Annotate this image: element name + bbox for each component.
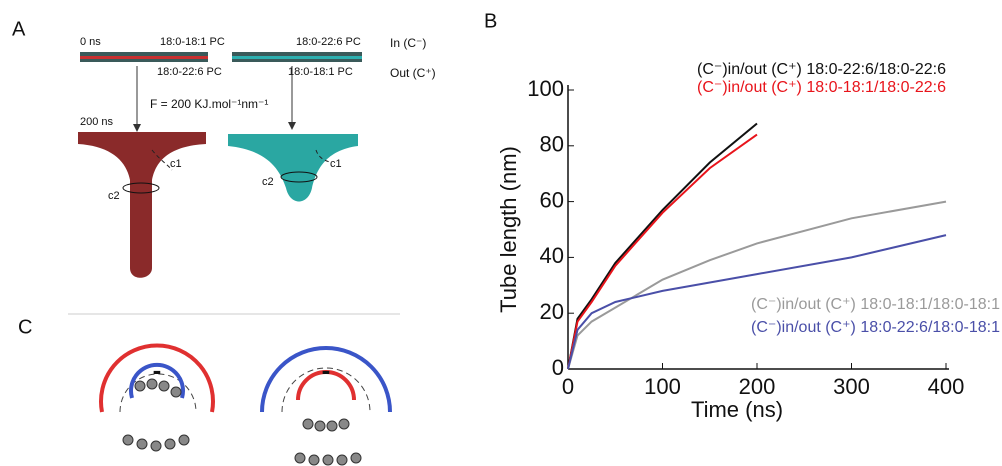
curve <box>122 182 160 194</box>
y-tick-label: 60 <box>540 187 564 212</box>
curve <box>280 171 318 183</box>
arc <box>99 343 215 413</box>
x-tick-label: 100 <box>644 374 681 399</box>
label: 18:0-18:1 PC <box>288 66 353 78</box>
arrow <box>288 122 296 130</box>
panel-c: - - <box>68 313 400 466</box>
arc <box>129 362 185 399</box>
arc <box>296 370 356 401</box>
y-tick-label: 100 <box>527 76 564 101</box>
label: 0 ns <box>80 36 101 48</box>
legend-entry: (C⁻)in/out (C⁺) 18:0-18:1/18:0-22:6 <box>697 79 946 96</box>
x-axis-label: Time (ns) <box>691 397 783 422</box>
panel-label: C <box>18 316 32 338</box>
arc <box>260 346 392 413</box>
label: 18:0-22:6 PC <box>296 36 361 48</box>
label: In (C⁻) <box>390 36 426 50</box>
label: 200 ns <box>80 116 114 128</box>
label: c2 <box>262 176 274 188</box>
data-line <box>567 122 758 370</box>
tube <box>78 132 206 278</box>
legend-entry: (C⁻)in/out (C⁺) 18:0-22:6/18:0-18:1 <box>751 319 1000 336</box>
label: c2 <box>108 190 120 202</box>
y-tick-label: 40 <box>540 243 564 268</box>
y-tick-label: 0 <box>552 355 564 380</box>
curve <box>315 149 331 163</box>
curve <box>151 149 173 171</box>
data-line <box>567 200 947 370</box>
tube <box>228 134 358 202</box>
membrane <box>80 56 208 59</box>
y-tick-label: 80 <box>540 132 564 157</box>
legend-entry: (C⁻)in/out (C⁺) 18:0-22:6/18:0-22:6 <box>697 61 946 78</box>
charge-sign: - <box>153 355 162 385</box>
legend-entry: (C⁻)in/out (C⁺) 18:0-18:1/18:0-18:1 <box>751 296 1000 313</box>
arrow <box>133 124 141 132</box>
x-tick-label: 400 <box>928 374 965 399</box>
charge-sign: - <box>322 355 331 385</box>
panel-label: B <box>484 10 497 32</box>
lipids <box>122 378 362 466</box>
y-tick-label: 20 <box>540 299 564 324</box>
panel-label: A <box>12 18 26 40</box>
label: c1 <box>170 158 182 170</box>
chart: 0 20 40 60 80 100 0 100 200 300 400 Time (ns) Tube l… <box>496 61 1000 422</box>
label: 18:0-22:6 PC <box>157 66 222 78</box>
label: c1 <box>330 158 342 170</box>
label: F = 200 KJ.mol⁻¹nm⁻¹ <box>150 97 268 111</box>
panel-a: 0 ns 18:0-18:1 PC 18:0-22:6 PC 18:0-22:6… <box>78 36 436 278</box>
y-axis-label: Tube length (nm) <box>496 146 521 313</box>
membrane <box>232 56 362 59</box>
label: 18:0-18:1 PC <box>160 36 225 48</box>
x-tick-label: 200 <box>739 374 776 399</box>
data-line <box>567 234 947 370</box>
x-tick-label: 300 <box>833 374 870 399</box>
arc <box>119 373 197 413</box>
label: Out (C⁺) <box>390 66 436 80</box>
x-tick-label: 0 <box>562 374 574 399</box>
data-line <box>567 133 758 370</box>
